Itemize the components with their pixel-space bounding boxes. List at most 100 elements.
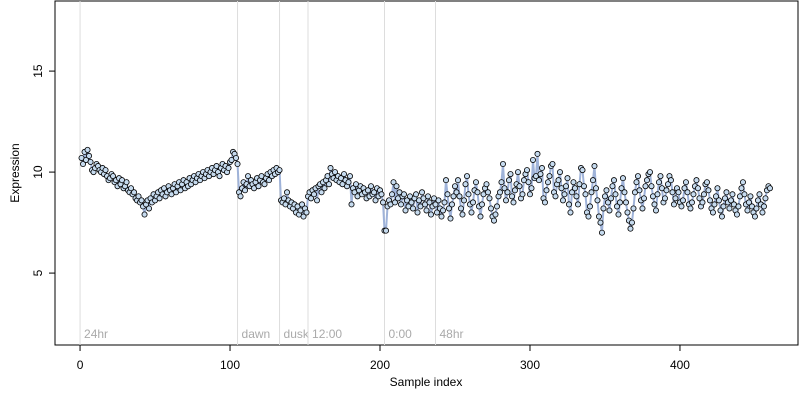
data-point: [729, 191, 736, 198]
data-point: [432, 201, 439, 208]
data-point: [460, 197, 467, 204]
data-point: [687, 205, 694, 212]
data-point: [661, 195, 668, 202]
data-point: [511, 187, 518, 194]
data-point: [318, 189, 325, 196]
data-point: [84, 146, 91, 153]
data-point: [433, 209, 440, 216]
data-point: [242, 187, 249, 194]
marker-label: 12:00: [312, 327, 342, 341]
data-point: [634, 173, 641, 180]
data-point: [534, 150, 541, 157]
data-point: [627, 225, 634, 232]
data-point: [718, 213, 725, 220]
data-point: [266, 177, 273, 184]
data-point: [727, 197, 734, 204]
data-point: [565, 201, 572, 208]
data-point: [472, 179, 479, 186]
data-point: [633, 179, 640, 186]
data-point: [555, 177, 562, 184]
data-point: [474, 189, 481, 196]
data-point: [604, 199, 611, 206]
data-point: [652, 207, 659, 214]
data-point: [321, 185, 328, 192]
marker-label: dusk: [284, 327, 310, 341]
data-point: [759, 209, 766, 216]
data-point: [447, 215, 454, 222]
y-tick-label: 10: [31, 165, 45, 179]
data-point: [477, 213, 484, 220]
data-point: [326, 181, 333, 188]
data-point: [574, 201, 581, 208]
data-point: [80, 161, 87, 168]
data-point: [276, 167, 283, 174]
x-tick-label: 200: [370, 358, 390, 372]
data-point: [233, 154, 240, 161]
data-point: [714, 185, 721, 192]
data-point: [711, 201, 718, 208]
data-point: [609, 183, 616, 190]
data-point: [573, 193, 580, 200]
data-point: [537, 171, 544, 178]
data-point: [327, 165, 334, 172]
data-point: [538, 165, 545, 172]
data-point: [508, 193, 515, 200]
data-point: [720, 203, 727, 210]
data-point: [672, 195, 679, 202]
data-point: [245, 173, 252, 180]
data-point: [469, 199, 476, 206]
data-point: [368, 183, 375, 190]
data-point: [579, 167, 586, 174]
data-point: [484, 189, 491, 196]
data-point: [372, 197, 379, 204]
data-point: [526, 191, 533, 198]
data-point: [642, 183, 649, 190]
data-point: [234, 161, 241, 168]
data-point: [314, 197, 321, 204]
data-point: [535, 177, 542, 184]
data-point: [580, 183, 587, 190]
data-point: [699, 199, 706, 206]
data-point: [468, 209, 475, 216]
x-tick-label: 0: [77, 358, 84, 372]
data-point: [453, 189, 460, 196]
data-point: [648, 183, 655, 190]
data-point: [654, 191, 661, 198]
plot-frame: [54, 0, 799, 346]
data-point: [588, 189, 595, 196]
data-point: [380, 199, 387, 206]
data-point: [499, 161, 506, 168]
data-point: [445, 205, 452, 212]
data-point: [739, 179, 746, 186]
data-point: [706, 197, 713, 204]
data-point: [678, 203, 685, 210]
marker-label: 0:00: [389, 327, 413, 341]
data-point: [567, 209, 574, 216]
data-point: [401, 191, 408, 198]
data-point: [606, 207, 613, 214]
data-point: [102, 167, 109, 174]
data-point: [582, 191, 589, 198]
data-point: [284, 189, 291, 196]
data-point: [607, 195, 614, 202]
data-point: [651, 201, 658, 208]
data-point: [493, 203, 500, 210]
data-point: [505, 177, 512, 184]
data-point: [600, 205, 607, 212]
data-point: [667, 177, 674, 184]
data-point: [562, 183, 569, 190]
data-point: [86, 152, 93, 159]
data-point: [303, 209, 310, 216]
data-point: [383, 227, 390, 234]
data-point: [487, 205, 494, 212]
data-point: [663, 187, 670, 194]
data-point: [439, 207, 446, 214]
data-point: [715, 197, 722, 204]
data-point: [646, 169, 653, 176]
data-point: [564, 175, 571, 182]
data-point: [451, 183, 458, 190]
data-point: [723, 189, 730, 196]
data-point: [762, 195, 769, 202]
data-point: [398, 201, 405, 208]
data-point: [413, 191, 420, 198]
